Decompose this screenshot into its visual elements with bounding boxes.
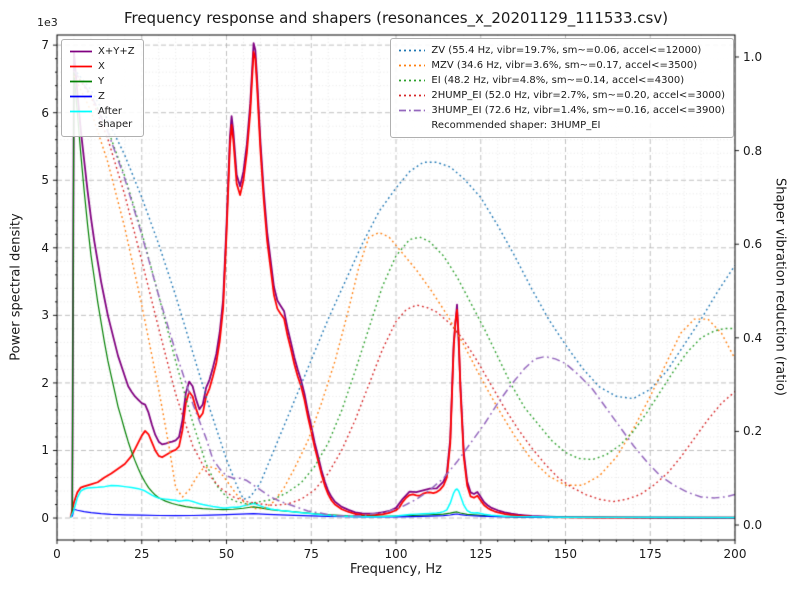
legend-item-psd-z: Z — [70, 90, 135, 103]
y-right-tick-label: 0.2 — [743, 424, 763, 439]
recommended-shaper-note: Recommended shaper: 3HUMP_EI — [399, 119, 725, 132]
legend-psd: X+Y+Z X Y Z After shaper — [61, 39, 144, 137]
y-left-tick-label: 0 — [41, 511, 49, 526]
y-left-tick-label: 7 — [41, 38, 49, 53]
x-tick-label: 150 — [554, 547, 577, 561]
legend-item-after-shaper: After shaper — [70, 105, 135, 131]
y-left-tick-label: 1 — [41, 443, 49, 458]
shaper-mzv-line-swatch — [399, 64, 426, 67]
legend-label: MZV (34.6 Hz, vibr=3.6%, sm~=0.17, accel… — [431, 60, 698, 71]
chart-title: Frequency response and shapers (resonanc… — [123, 9, 669, 27]
shaper-ei-line-swatch — [399, 79, 426, 82]
psd-sum-line-swatch — [70, 50, 92, 53]
legend-item-psd-y: Y — [70, 75, 135, 88]
y-left-tick-label: 3 — [41, 308, 49, 323]
legend-label: Z — [98, 91, 105, 102]
psd-y-line-swatch — [70, 80, 92, 83]
after-shaper-line-swatch — [70, 110, 92, 113]
x-tick-label: 175 — [638, 547, 662, 561]
legend-label: 3HUMP_EI (72.6 Hz, vibr=1.4%, sm~=0.16, … — [431, 105, 725, 116]
y-axis-left-label: Power spectral density — [8, 213, 24, 361]
y-right-tick-label: 0.0 — [743, 518, 763, 533]
y-left-tick-label: 4 — [41, 240, 49, 255]
legend-item-psd-x: X — [70, 60, 135, 73]
shaper-2hump-ei-line-swatch — [399, 94, 426, 97]
legend-label: After shaper — [98, 106, 133, 130]
psd-z-line-swatch — [70, 95, 92, 98]
y-axis-offset-text: 1e3 — [37, 16, 58, 29]
recommended-shaper-text: Recommended shaper: 3HUMP_EI — [431, 120, 601, 131]
y-left-tick-label: 2 — [41, 375, 49, 390]
legend-shapers: ZV (55.4 Hz, vibr=19.7%, sm~=0.06, accel… — [390, 38, 734, 138]
legend-item-psd-sum: X+Y+Z — [70, 45, 135, 58]
y-right-tick-label: 0.6 — [743, 237, 763, 252]
y-right-tick-label: 1.0 — [743, 49, 763, 64]
x-tick-label: 50 — [218, 547, 235, 561]
y-right-tick-label: 0.8 — [743, 143, 763, 158]
y-right-tick-label: 0.4 — [743, 330, 763, 345]
y-axis-right-label: Shaper vibration reduction (ratio) — [772, 178, 788, 396]
legend-label: 2HUMP_EI (52.0 Hz, vibr=2.7%, sm~=0.20, … — [431, 90, 725, 101]
legend-item-shaper-ei: EI (48.2 Hz, vibr=4.8%, sm~=0.14, accel<… — [399, 74, 725, 87]
x-tick-label: 0 — [53, 547, 61, 561]
x-tick-label: 100 — [384, 547, 408, 561]
x-tick-label: 75 — [303, 547, 319, 561]
shaper-zv-line-swatch — [399, 49, 426, 52]
legend-label: X+Y+Z — [98, 46, 135, 57]
psd-x-line-swatch — [70, 65, 92, 68]
y-left-tick-label: 5 — [41, 173, 49, 188]
legend-label: EI (48.2 Hz, vibr=4.8%, sm~=0.14, accel<… — [431, 75, 685, 86]
legend-item-shaper-3hump-ei: 3HUMP_EI (72.6 Hz, vibr=1.4%, sm~=0.16, … — [399, 104, 725, 117]
x-tick-label: 200 — [723, 547, 747, 561]
x-tick-label: 125 — [469, 547, 493, 561]
x-axis-label: Frequency, Hz — [349, 562, 443, 577]
shaper-3hump-ei-line-swatch — [399, 109, 426, 112]
x-tick-label: 25 — [134, 547, 150, 561]
legend-label: Y — [98, 76, 105, 87]
legend-item-shaper-zv: ZV (55.4 Hz, vibr=19.7%, sm~=0.06, accel… — [399, 44, 725, 57]
legend-label: ZV (55.4 Hz, vibr=19.7%, sm~=0.06, accel… — [431, 45, 702, 56]
legend-item-shaper-mzv: MZV (34.6 Hz, vibr=3.6%, sm~=0.17, accel… — [399, 59, 725, 72]
legend-item-shaper-2hump-ei: 2HUMP_EI (52.0 Hz, vibr=2.7%, sm~=0.20, … — [399, 89, 725, 102]
y-left-tick-label: 6 — [41, 105, 49, 120]
legend-label: X — [98, 61, 105, 72]
